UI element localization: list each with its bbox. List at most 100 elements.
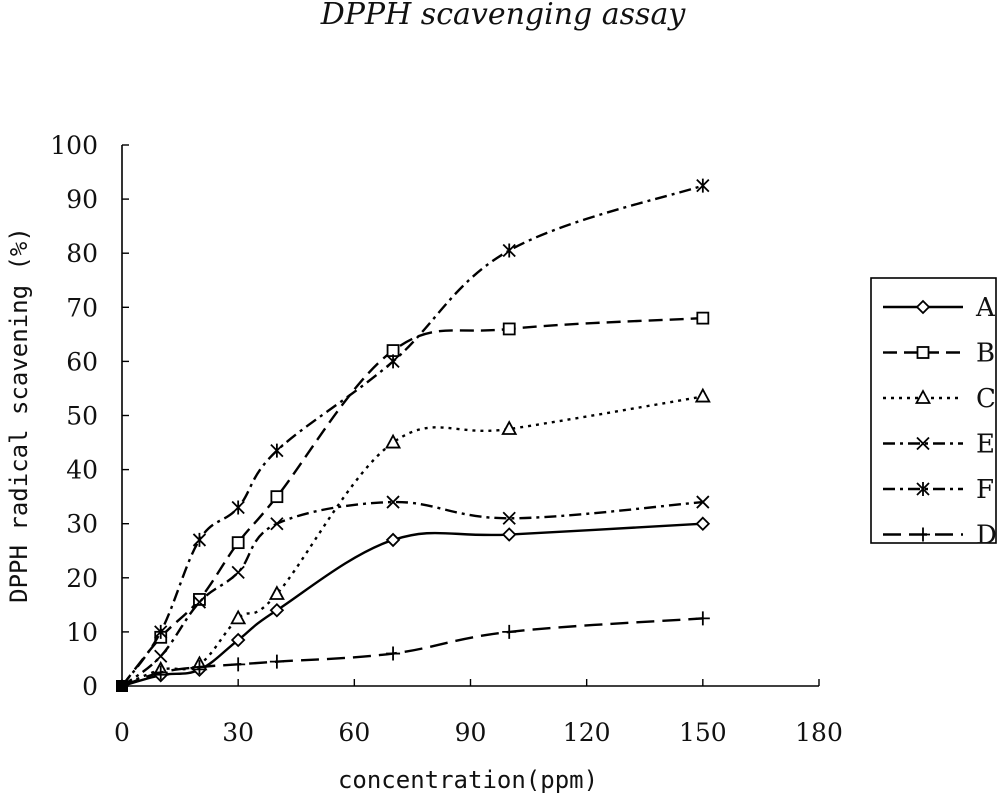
x-tick-label: 120 [563, 718, 611, 747]
series-line-d [121, 617, 703, 688]
data-point-f [231, 500, 245, 515]
legend-marker-f [916, 482, 930, 496]
y-tick-label: 60 [66, 347, 98, 376]
marker-triangle [268, 585, 285, 600]
data-point-c [501, 420, 518, 435]
legend-box [870, 277, 997, 544]
marker-square [502, 322, 516, 336]
legend-marker-d [916, 527, 930, 542]
marker-asterisk [502, 243, 516, 258]
marker-diamond [695, 516, 711, 531]
data-point-c [268, 585, 285, 600]
data-point-f [696, 178, 710, 193]
data-point-f [502, 243, 516, 258]
data-point-d [386, 646, 401, 661]
data-point-d [192, 660, 207, 675]
x-axis-title: concentration(ppm) [338, 766, 598, 794]
y-tick-label: 0 [82, 672, 98, 701]
marker-triangle [914, 389, 932, 404]
y-tick-label: 30 [66, 510, 98, 539]
marker-square [916, 346, 930, 359]
legend-label-b: B [976, 339, 995, 369]
legend-marker-c [914, 389, 932, 404]
marker-x [696, 495, 710, 509]
y-tick-label: 20 [66, 564, 98, 593]
x-tick-label: 180 [795, 718, 843, 747]
marker-plus [695, 611, 710, 626]
y-tick-label: 50 [66, 402, 98, 431]
marker-diamond [230, 632, 246, 648]
marker-triangle [501, 420, 518, 435]
data-point-f [386, 354, 400, 369]
marker-square [231, 536, 245, 550]
marker-asterisk [916, 482, 930, 496]
data-point-b [502, 322, 516, 336]
data-point-d [695, 611, 710, 626]
series-e [121, 495, 710, 687]
legend-label-c: C [976, 384, 996, 414]
data-point-e [696, 495, 710, 509]
series-d [121, 611, 710, 688]
marker-x [154, 649, 168, 663]
marker-plus [269, 654, 284, 669]
marker-plus [502, 624, 517, 639]
marker-square [696, 311, 710, 325]
series-c [121, 387, 711, 688]
series-line-b [121, 316, 703, 687]
marker-plus [192, 660, 207, 675]
data-point-a [385, 532, 401, 548]
data-point-e [502, 511, 516, 525]
data-point-a [501, 527, 517, 542]
data-point-e [192, 595, 207, 609]
marker-triangle [230, 609, 247, 625]
marker-plus [386, 646, 401, 661]
x-tick-label: 90 [455, 718, 487, 747]
marker-asterisk [696, 178, 710, 193]
marker-square [193, 593, 206, 606]
data-point-d [269, 654, 284, 669]
data-point-f [270, 443, 284, 458]
marker-plus [916, 527, 930, 542]
series-line-f [121, 184, 704, 687]
series-a [121, 516, 711, 688]
marker-asterisk [192, 532, 207, 547]
legend-label-f: F [976, 475, 994, 505]
data-point-c [385, 433, 402, 449]
legend-label-d: D [976, 521, 997, 551]
marker-x [502, 511, 516, 525]
legend-marker-b [916, 346, 930, 359]
y-tick-label: 70 [66, 293, 98, 322]
x-tick-label: 150 [679, 718, 727, 747]
marker-diamond [385, 532, 401, 548]
marker-asterisk [231, 500, 245, 515]
data-point-f [154, 624, 168, 639]
marker-triangle [694, 387, 711, 403]
legend-label-a: A [975, 293, 996, 323]
data-point-b [696, 311, 710, 325]
y-tick-label: 10 [66, 618, 98, 647]
legend-label-e: E [976, 430, 995, 460]
data-point-c [230, 609, 247, 625]
series-b [121, 311, 710, 687]
data-point-e [231, 565, 245, 580]
data-point-c [694, 387, 711, 403]
y-tick-label: 90 [66, 185, 98, 214]
marker-diamond [269, 602, 285, 618]
y-tick-label: 80 [66, 239, 98, 268]
marker-asterisk [154, 624, 168, 639]
data-point-a [269, 602, 285, 618]
marker-x [192, 595, 207, 609]
data-point-d [231, 657, 246, 672]
data-point-a [695, 516, 711, 531]
data-point-f [192, 532, 207, 547]
series-f [121, 178, 710, 687]
marker-diamond [501, 527, 517, 542]
y-tick-label: 100 [50, 131, 98, 160]
marker-triangle [385, 433, 402, 449]
data-point-d [153, 665, 168, 680]
x-tick-label: 30 [222, 718, 254, 747]
data-point-b [231, 536, 245, 550]
marker-x [270, 517, 284, 531]
marker-x [386, 495, 400, 509]
